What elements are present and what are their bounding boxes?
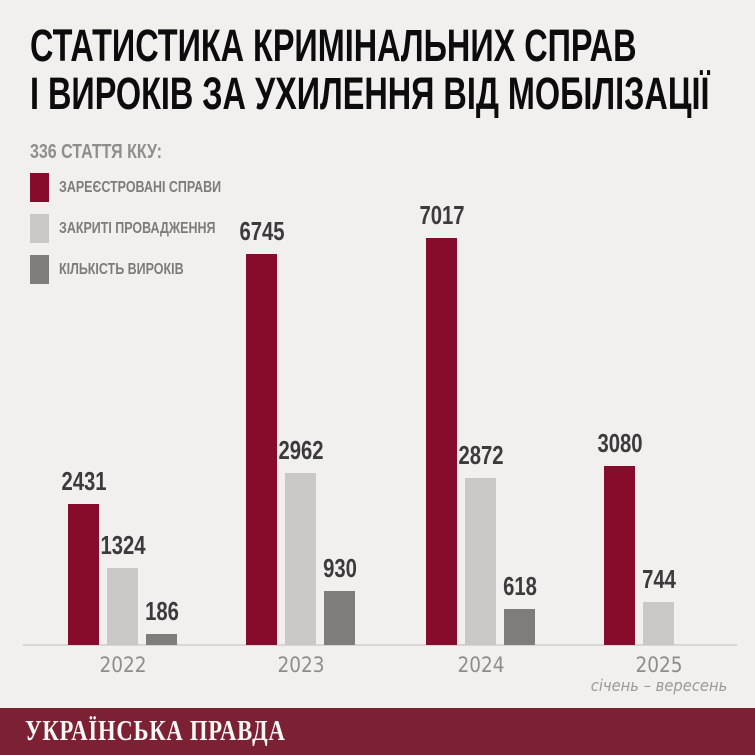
x-axis-label-2025: 2025	[634, 653, 683, 677]
bar-2025-series-1	[643, 602, 674, 645]
bar-value-label: 618	[502, 571, 537, 601]
bar-2022-series-0	[68, 504, 99, 645]
bar-2022-series-1	[107, 568, 138, 645]
legend-swatch-verdicts-count	[30, 255, 49, 284]
bar-2024-series-1	[465, 478, 496, 645]
title-line-1: СТАТИСТИКА КРИМІНАЛЬНИХ СПРАВ	[30, 20, 637, 71]
page-title: СТАТИСТИКА КРИМІНАЛЬНИХ СПРАВ І ВИРОКІВ …	[30, 22, 755, 118]
bar-2024-series-2	[504, 609, 535, 645]
bar-value-label: 186	[144, 596, 179, 626]
bar-value-label: 7017	[418, 200, 465, 230]
chart-legend: 336 СТАТТЯ ККУ: ЗАРЕЄСТРОВАНІ СПРАВИ ЗАК…	[30, 141, 221, 284]
legend-item-closed-proceedings: ЗАКРИТІ ПРОВАДЖЕННЯ	[30, 214, 260, 243]
x-axis-label-2024: 2024	[456, 653, 505, 677]
title-line-2: І ВИРОКІВ ЗА УХИЛЕННЯ ВІД МОБІЛІЗАЦІЇ	[30, 68, 710, 119]
legend-label: КІЛЬКІСТЬ ВИРОКІВ	[59, 260, 184, 278]
x-axis-note-2025: січень – вересень	[590, 676, 727, 695]
legend-header: 336 СТАТТЯ ККУ:	[30, 141, 162, 163]
ukrainska-pravda-logo: УКРАЇНСЬКА ПРАВДА	[25, 715, 286, 747]
bar-value-label: 744	[641, 564, 676, 594]
bar-value-label: 2431	[60, 466, 107, 496]
x-axis-line	[23, 644, 737, 646]
bar-2022-series-2	[146, 634, 177, 645]
bar-2023-series-1	[285, 473, 316, 645]
footer-band: УКРАЇНСЬКА ПРАВДА ДЖЕРЕЛА: ВІДПОВІДЬ ОФІ…	[0, 708, 755, 755]
bar-2023-series-2	[324, 591, 355, 645]
bar-2023-series-0	[246, 254, 277, 645]
bar-value-label: 3080	[596, 428, 643, 458]
x-axis-label-2022: 2022	[98, 653, 147, 677]
bar-2025-series-0	[604, 466, 635, 645]
bar-value-label: 6745	[238, 216, 285, 246]
legend-swatch-registered-cases	[30, 173, 49, 202]
legend-label: ЗАКРИТІ ПРОВАДЖЕННЯ	[59, 219, 216, 237]
bar-value-label: 930	[322, 553, 357, 583]
bar-value-label: 2872	[457, 440, 504, 470]
bar-2024-series-0	[426, 238, 457, 645]
legend-item-verdicts-count: КІЛЬКІСТЬ ВИРОКІВ	[30, 255, 219, 284]
legend-item-registered-cases: ЗАРЕЄСТРОВАНІ СПРАВИ	[30, 173, 267, 202]
bar-value-label: 2962	[277, 435, 324, 465]
legend-swatch-closed-proceedings	[30, 214, 49, 243]
legend-label: ЗАРЕЄСТРОВАНІ СПРАВИ	[59, 178, 222, 196]
bar-value-label: 1324	[99, 530, 146, 560]
x-axis-label-2023: 2023	[276, 653, 325, 677]
